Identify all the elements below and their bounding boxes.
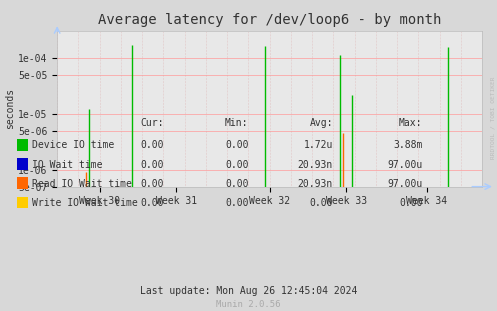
Text: 0.00: 0.00 [141,140,164,150]
Text: 97.00u: 97.00u [387,179,422,189]
Text: Device IO time: Device IO time [32,140,114,150]
Text: Cur:: Cur: [141,118,164,128]
Text: 0.00: 0.00 [141,179,164,189]
Title: Average latency for /dev/loop6 - by month: Average latency for /dev/loop6 - by mont… [98,13,441,27]
Text: 0.00: 0.00 [225,140,248,150]
Text: IO Wait time: IO Wait time [32,160,103,169]
Text: Write IO Wait time: Write IO Wait time [32,198,138,208]
Text: 0.00: 0.00 [399,198,422,208]
Text: RRDTOOL / TOBI OETIKER: RRDTOOL / TOBI OETIKER [491,77,496,160]
Text: Last update: Mon Aug 26 12:45:04 2024: Last update: Mon Aug 26 12:45:04 2024 [140,286,357,296]
Text: Max:: Max: [399,118,422,128]
Text: 0.00: 0.00 [225,198,248,208]
Text: 20.93n: 20.93n [298,179,333,189]
Y-axis label: seconds: seconds [5,88,15,129]
Text: Munin 2.0.56: Munin 2.0.56 [216,300,281,309]
Text: 0.00: 0.00 [141,160,164,169]
Text: Min:: Min: [225,118,248,128]
Text: Read IO Wait time: Read IO Wait time [32,179,132,189]
Text: 1.72u: 1.72u [304,140,333,150]
Text: 20.93n: 20.93n [298,160,333,169]
Text: 97.00u: 97.00u [387,160,422,169]
Text: Avg:: Avg: [310,118,333,128]
Text: 0.00: 0.00 [310,198,333,208]
Text: 0.00: 0.00 [141,198,164,208]
Text: 0.00: 0.00 [225,160,248,169]
Text: 0.00: 0.00 [225,179,248,189]
Text: 3.88m: 3.88m [393,140,422,150]
